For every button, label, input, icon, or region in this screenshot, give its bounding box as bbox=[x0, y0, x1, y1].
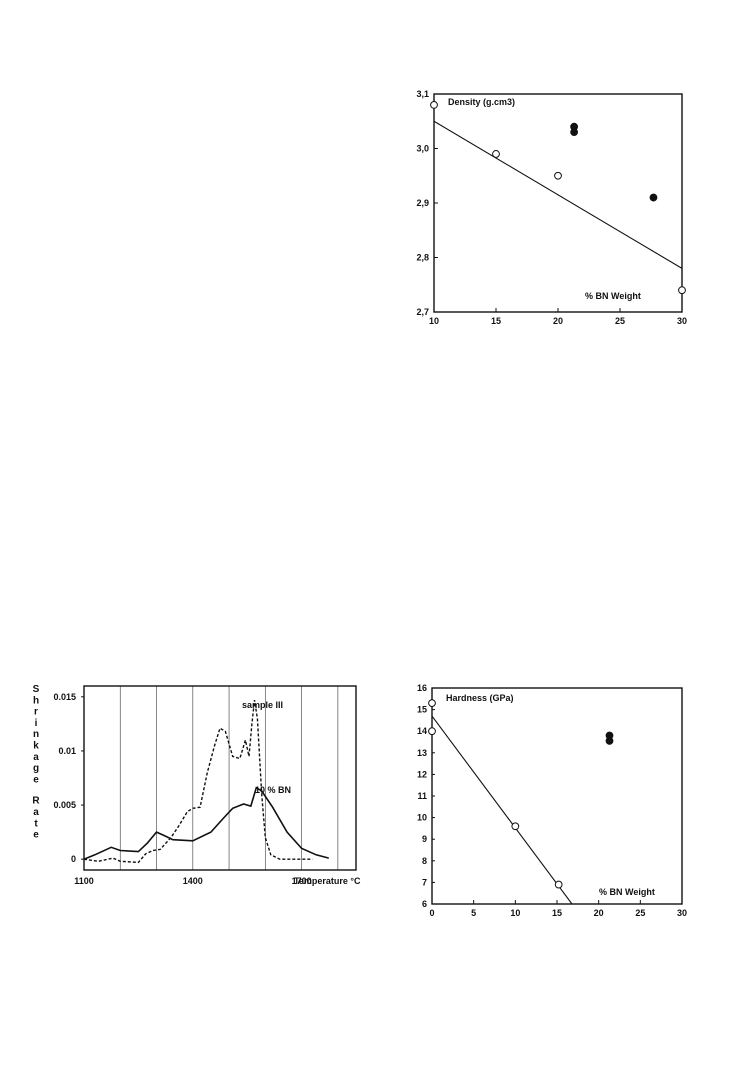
x-tick-label: 20 bbox=[594, 908, 604, 918]
y-tick-label: 15 bbox=[417, 705, 427, 715]
y-tick-label: 2,8 bbox=[416, 253, 429, 263]
data-point-filled bbox=[649, 193, 658, 202]
x-axis-label: % BN Weight bbox=[585, 291, 641, 301]
x-tick-label: 15 bbox=[491, 316, 501, 326]
data-point-open bbox=[554, 880, 563, 889]
x-tick-label: 1700 bbox=[292, 876, 312, 886]
y-axis-label-letter: a bbox=[33, 807, 39, 818]
density-chart: 10 15 20 25 30 2,7 2,8 2,9 3,0 3,1 Density (g.cm3)… bbox=[398, 88, 698, 334]
data-point-filled bbox=[570, 128, 579, 137]
y-tick-label: 12 bbox=[417, 769, 427, 779]
y-axis-label-letter: k bbox=[33, 741, 39, 752]
plot-frame bbox=[433, 93, 683, 313]
y-axis-label-letter: e bbox=[33, 774, 39, 785]
shrinkage-rate-chart: 1100 1400 1700 0 0.005 0.01 0.015 sample III 10 … bbox=[26, 682, 376, 900]
fit-line bbox=[431, 715, 573, 905]
x-tick-label: 25 bbox=[635, 908, 645, 918]
y-axis-label-letter: t bbox=[34, 818, 38, 829]
x-tick-label: 30 bbox=[677, 908, 687, 918]
data-point-open bbox=[428, 699, 436, 708]
x-tick-label: 1400 bbox=[183, 876, 203, 886]
y-tick-label: 6 bbox=[422, 899, 427, 909]
x-tick-label: 25 bbox=[615, 316, 625, 326]
hardness-chart-svg: 0 5 10 15 20 25 30 6 7 8 9 10 11 12 13 14 15 16 Hardness (… bbox=[417, 683, 687, 918]
x-tick-label: 30 bbox=[677, 316, 687, 326]
y-axis-label-letter: n bbox=[33, 729, 39, 740]
x-tick-label: 20 bbox=[553, 316, 563, 326]
y-axis-label-letter: e bbox=[33, 830, 39, 841]
fit-line bbox=[433, 120, 683, 269]
series-line-sample-iii bbox=[83, 699, 313, 864]
y-tick-label: 13 bbox=[417, 748, 427, 758]
y-axis-label-letter: h bbox=[33, 695, 39, 706]
shrinkage-rate-chart-svg: 1100 1400 1700 0 0.005 0.01 0.015 sample III 10 … bbox=[32, 684, 361, 886]
y-tick-label: 0.015 bbox=[53, 692, 76, 702]
data-point-open bbox=[428, 727, 436, 736]
y-axis-label-letter: r bbox=[34, 707, 38, 718]
x-tick-label: 10 bbox=[429, 316, 439, 326]
y-tick-label: 16 bbox=[417, 683, 427, 693]
y-tick-label: 10 bbox=[417, 813, 427, 823]
y-tick-label: 8 bbox=[422, 856, 427, 866]
chart-title: Hardness (GPa) bbox=[446, 693, 514, 703]
y-axis-label-letter: i bbox=[35, 718, 38, 729]
data-point-open bbox=[511, 822, 520, 831]
data-point-filled bbox=[605, 737, 614, 745]
density-chart-svg: 10 15 20 25 30 2,7 2,8 2,9 3,0 3,1 Density (g.cm3)… bbox=[416, 89, 687, 326]
x-tick-label: 1100 bbox=[74, 876, 94, 886]
y-tick-label: 9 bbox=[422, 834, 427, 844]
y-axis-label-letter: S bbox=[33, 684, 40, 695]
y-tick-label: 3,1 bbox=[416, 89, 429, 99]
data-point-open bbox=[554, 171, 562, 180]
y-tick-label: 11 bbox=[417, 791, 427, 801]
hardness-chart: 0 5 10 15 20 25 30 6 7 8 9 10 11 12 13 14 15 16 Hardness (… bbox=[408, 682, 698, 920]
x-axis-label: Temperature °C bbox=[294, 876, 361, 886]
y-tick-label: 14 bbox=[417, 726, 427, 736]
x-tick-label: 5 bbox=[471, 908, 476, 918]
y-tick-label: 2,7 bbox=[416, 307, 429, 317]
y-axis-label-letter: R bbox=[32, 796, 40, 807]
data-point-open bbox=[678, 286, 686, 295]
y-tick-label: 3,0 bbox=[416, 144, 429, 154]
y-tick-label: 0.01 bbox=[58, 746, 76, 756]
series-line-10-bn bbox=[83, 786, 330, 860]
plot-frame bbox=[83, 685, 357, 871]
x-tick-label: 15 bbox=[552, 908, 562, 918]
series-label-10-bn: 10 % BN bbox=[255, 785, 291, 795]
series-label-sample-iii: sample III bbox=[242, 700, 283, 710]
x-tick-label: 0 bbox=[429, 908, 434, 918]
y-tick-label: 7 bbox=[422, 877, 427, 887]
plot-frame bbox=[431, 687, 683, 905]
y-tick-label: 0 bbox=[71, 854, 76, 864]
y-axis-label-letter: g bbox=[33, 763, 39, 774]
data-point-open bbox=[430, 101, 438, 109]
y-tick-label: 0.005 bbox=[53, 800, 76, 810]
y-tick-label: 2,9 bbox=[416, 198, 429, 208]
data-point-open bbox=[492, 150, 500, 158]
x-axis-label: % BN Weight bbox=[599, 887, 655, 897]
chart-title: Density (g.cm3) bbox=[448, 97, 515, 107]
x-tick-label: 10 bbox=[510, 908, 520, 918]
y-axis-label-letter: a bbox=[33, 752, 39, 763]
